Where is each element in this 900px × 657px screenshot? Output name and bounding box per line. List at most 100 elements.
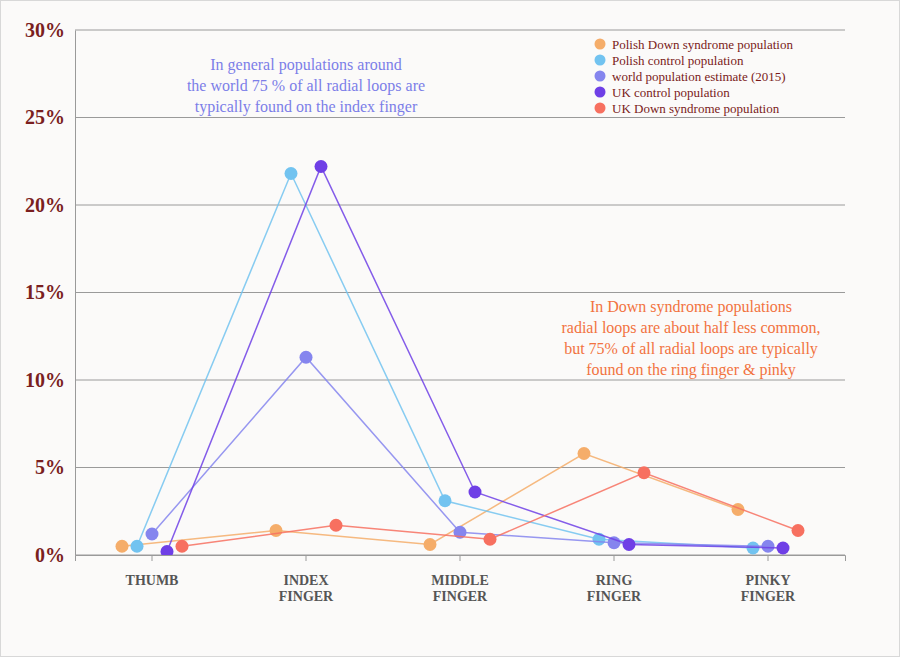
tick-label: 15% xyxy=(25,281,65,303)
tick-label: 25% xyxy=(25,106,65,128)
grid-line xyxy=(75,205,845,206)
y-axis: 0% 5% 10% 15% 20% 25% 30% xyxy=(25,19,76,566)
tick-label: INDEXFINGER xyxy=(279,573,334,604)
tick-label: 0% xyxy=(35,544,65,566)
data-point xyxy=(146,528,159,541)
grid-line xyxy=(75,117,845,118)
series-line xyxy=(152,357,768,546)
legend-marker xyxy=(595,71,606,82)
axis-line xyxy=(75,31,76,556)
legend-item: Polish Down syndrome population xyxy=(595,37,794,52)
grid-line xyxy=(75,467,845,468)
tick-label-line: MIDDLE xyxy=(431,573,489,588)
tick-label-line: PINKY xyxy=(745,573,790,588)
annotation-line: the world 75 % of all radial loops are xyxy=(187,77,425,95)
data-point xyxy=(424,538,437,551)
series xyxy=(116,447,745,553)
tick: 15% xyxy=(25,281,75,303)
tick-label: 20% xyxy=(25,194,65,216)
tick: RINGFINGER xyxy=(587,555,642,604)
annotation-line: radial loops are about half less common, xyxy=(561,319,820,337)
annotation: In general populations around the world 7… xyxy=(187,56,425,116)
data-point xyxy=(330,519,343,532)
data-point xyxy=(638,466,651,479)
tick-mark xyxy=(152,555,153,561)
tick-label: 5% xyxy=(35,456,65,478)
legend-item: UK Down syndrome population xyxy=(595,101,780,116)
tick-label-line: FINGER xyxy=(433,589,488,604)
annotation: In Down syndrome populations radial loops… xyxy=(561,298,820,379)
legend-marker xyxy=(595,87,606,98)
legend-item: Polish control population xyxy=(595,53,744,68)
annotation-line: but 75% of all radial loops are typicall… xyxy=(564,340,818,358)
data-point xyxy=(176,540,189,553)
data-point xyxy=(285,167,298,180)
data-point xyxy=(439,494,452,507)
tick: 0% xyxy=(35,544,75,566)
data-point xyxy=(131,540,144,553)
data-point xyxy=(116,540,129,553)
tick: 25% xyxy=(25,106,75,128)
tick: 20% xyxy=(25,194,75,216)
tick: INDEXFINGER xyxy=(279,555,334,604)
annotation-line: In Down syndrome populations xyxy=(590,298,792,316)
plot-area xyxy=(116,160,805,555)
series xyxy=(161,160,790,555)
axis-line xyxy=(76,556,846,562)
background xyxy=(1,1,900,657)
data-point xyxy=(161,545,174,555)
tick-label: MIDDLEFINGER xyxy=(431,573,489,604)
legend-label: UK control population xyxy=(612,85,730,100)
tick-label: THUMB xyxy=(126,573,179,588)
data-point xyxy=(578,447,591,460)
series xyxy=(176,466,805,553)
legend-marker xyxy=(595,103,606,114)
legend-item: world population estimate (2015) xyxy=(595,69,786,84)
data-point xyxy=(484,533,497,546)
tick-mark xyxy=(614,555,615,561)
tick-mark xyxy=(768,555,769,561)
series-line xyxy=(167,167,783,552)
legend-item: UK control population xyxy=(595,85,731,100)
data-point xyxy=(270,524,283,537)
legend-label: world population estimate (2015) xyxy=(612,69,786,84)
legend-label: Polish control population xyxy=(612,53,744,68)
legend: Polish Down syndrome populationPolish co… xyxy=(595,37,794,116)
tick: 10% xyxy=(25,369,75,391)
tick-label: PINKYFINGER xyxy=(741,573,796,604)
tick-label: RINGFINGER xyxy=(587,573,642,604)
data-point xyxy=(762,540,775,553)
tick: 30% xyxy=(25,19,75,41)
legend-marker xyxy=(595,39,606,50)
data-point xyxy=(300,351,313,364)
legend-label: Polish Down syndrome population xyxy=(612,37,793,52)
tick-label-line: FINGER xyxy=(587,589,642,604)
tick: THUMB xyxy=(126,555,179,588)
annotation-line: typically found on the index finger xyxy=(195,98,418,116)
tick-mark xyxy=(460,555,461,561)
tick-label-line: THUMB xyxy=(126,573,179,588)
data-point xyxy=(777,542,790,555)
chart: 0%5%10%15%20%25%30%THUMBINDEXFINGERMIDDL… xyxy=(0,0,900,657)
tick-label-line: FINGER xyxy=(741,589,796,604)
data-point xyxy=(315,160,328,173)
tick-label: 30% xyxy=(25,19,65,41)
x-axis: THUMBINDEXFINGERMIDDLEFINGERRINGFINGERPI… xyxy=(76,555,846,604)
grid xyxy=(75,30,845,555)
legend-marker xyxy=(595,55,606,66)
grid-line xyxy=(75,30,845,31)
tick-label-line: FINGER xyxy=(279,589,334,604)
legend-label: UK Down syndrome population xyxy=(612,101,780,116)
tick-label-line: INDEX xyxy=(283,573,328,588)
series xyxy=(146,351,775,553)
tick: PINKYFINGER xyxy=(741,555,796,604)
tick-mark xyxy=(306,555,307,561)
annotation-line: In general populations around xyxy=(210,56,402,74)
annotation-line: found on the ring finger & pinky xyxy=(586,361,796,379)
data-point xyxy=(623,538,636,551)
grid-line xyxy=(75,380,845,381)
tick-label: 10% xyxy=(25,369,65,391)
grid-line xyxy=(75,292,845,293)
tick: MIDDLEFINGER xyxy=(431,555,489,604)
data-point xyxy=(469,486,482,499)
